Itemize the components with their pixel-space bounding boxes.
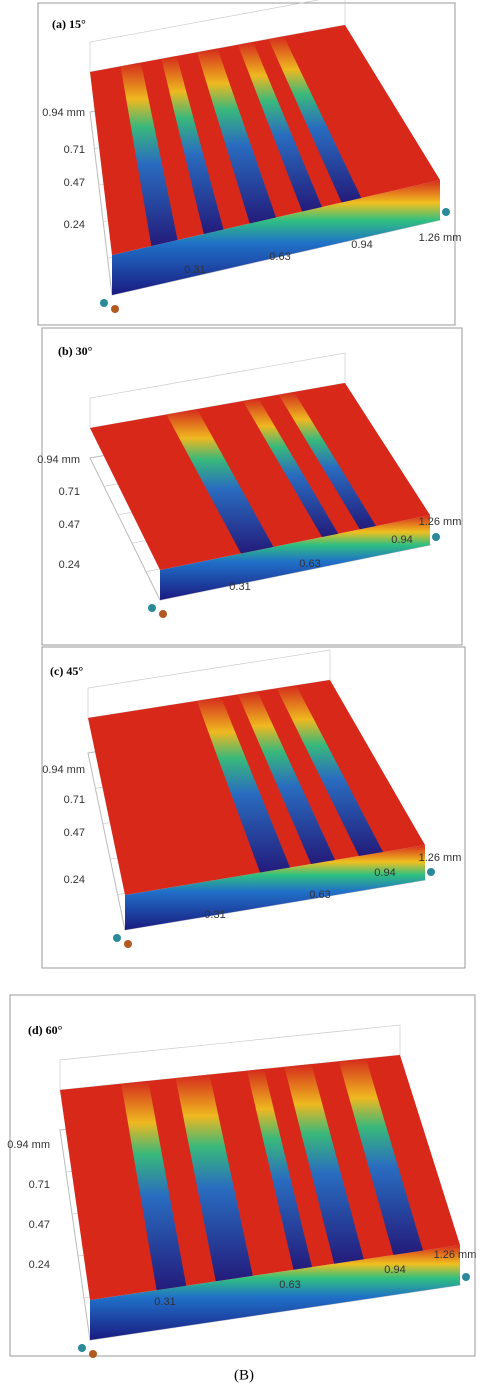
caption: (B) [234,1367,254,1383]
x-tick-label: 0.31 [184,264,205,276]
x-tick-label: 0.63 [269,251,290,263]
y-tick-label: 0.94 mm [42,107,85,119]
trench [237,41,322,212]
y-tick-label: 0.24 [59,559,80,571]
axis-icon [111,305,119,313]
y-tick-label: 0.94 mm [42,764,85,776]
panel-label: (c) 45° [50,664,83,678]
axis-icon [432,533,440,541]
panel-frame [41,327,463,646]
panel-label: (a) 15° [52,17,86,31]
axis-icon [78,1344,86,1352]
trench [278,392,376,530]
y-tick-label: 0.94 mm [7,1139,50,1151]
x-tick-label: 0.31 [229,581,250,593]
trench [161,56,224,234]
y-tick-label: 0.71 [64,144,85,156]
axis-icon [159,610,167,618]
back-wall [59,1024,401,1091]
trench [276,685,383,856]
x-tick-label: 1.26 mm [419,516,462,528]
trench [121,1080,187,1291]
y-tick-label: 0.47 [59,519,80,531]
y-tick-label: 0.47 [64,827,85,839]
axis-icon [427,868,435,876]
y-tick-label: 0.24 [64,219,85,231]
y-tick-label: 0.71 [59,486,80,498]
panel-label: (b) 30° [58,344,93,358]
y-tick-label: 0.47 [29,1219,50,1231]
trench [120,62,178,246]
panel-frame [9,994,476,1357]
panel-frame [41,646,466,969]
trench [166,409,274,554]
x-tick-label: 0.63 [299,558,320,570]
y-tick-label: 0.94 mm [37,454,80,466]
y-tick-label: 0.71 [64,794,85,806]
trench [196,697,290,873]
x-tick-label: 1.26 mm [419,852,462,864]
axis-icon [113,934,121,942]
surface-front [160,515,430,600]
axis-icon [442,208,450,216]
trench [243,398,339,537]
x-tick-label: 0.63 [279,1279,300,1291]
axis-icon [462,1273,470,1281]
x-tick-label: 0.94 [391,534,412,546]
trench [238,691,335,864]
trench [175,1074,253,1282]
trench [284,1064,364,1264]
x-tick-label: 0.31 [204,909,225,921]
axis-icon [124,940,132,948]
y-tick-label: 0.24 [64,874,85,886]
trench [338,1058,423,1255]
trench [268,36,362,203]
trench [247,1069,312,1270]
x-tick-label: 0.31 [154,1296,175,1308]
y-tick-label: 0.71 [29,1179,50,1191]
axis-icon [89,1350,97,1358]
panel-label: (d) 60° [28,1023,63,1037]
surface-front [125,845,425,930]
panel-frame [37,2,456,326]
surface-front [112,180,440,295]
x-tick-label: 1.26 mm [419,232,462,244]
trench [197,48,276,224]
y-tick-label: 0.24 [29,1259,50,1271]
y-tick-label: 0.47 [64,177,85,189]
x-tick-label: 0.63 [309,889,330,901]
x-tick-label: 1.26 mm [434,1249,477,1261]
x-tick-label: 0.94 [384,1264,405,1276]
axis-icon [148,604,156,612]
x-tick-label: 0.94 [351,239,372,251]
surface-front [90,1245,460,1340]
axis-icon [100,299,108,307]
x-tick-label: 0.94 [374,867,395,879]
